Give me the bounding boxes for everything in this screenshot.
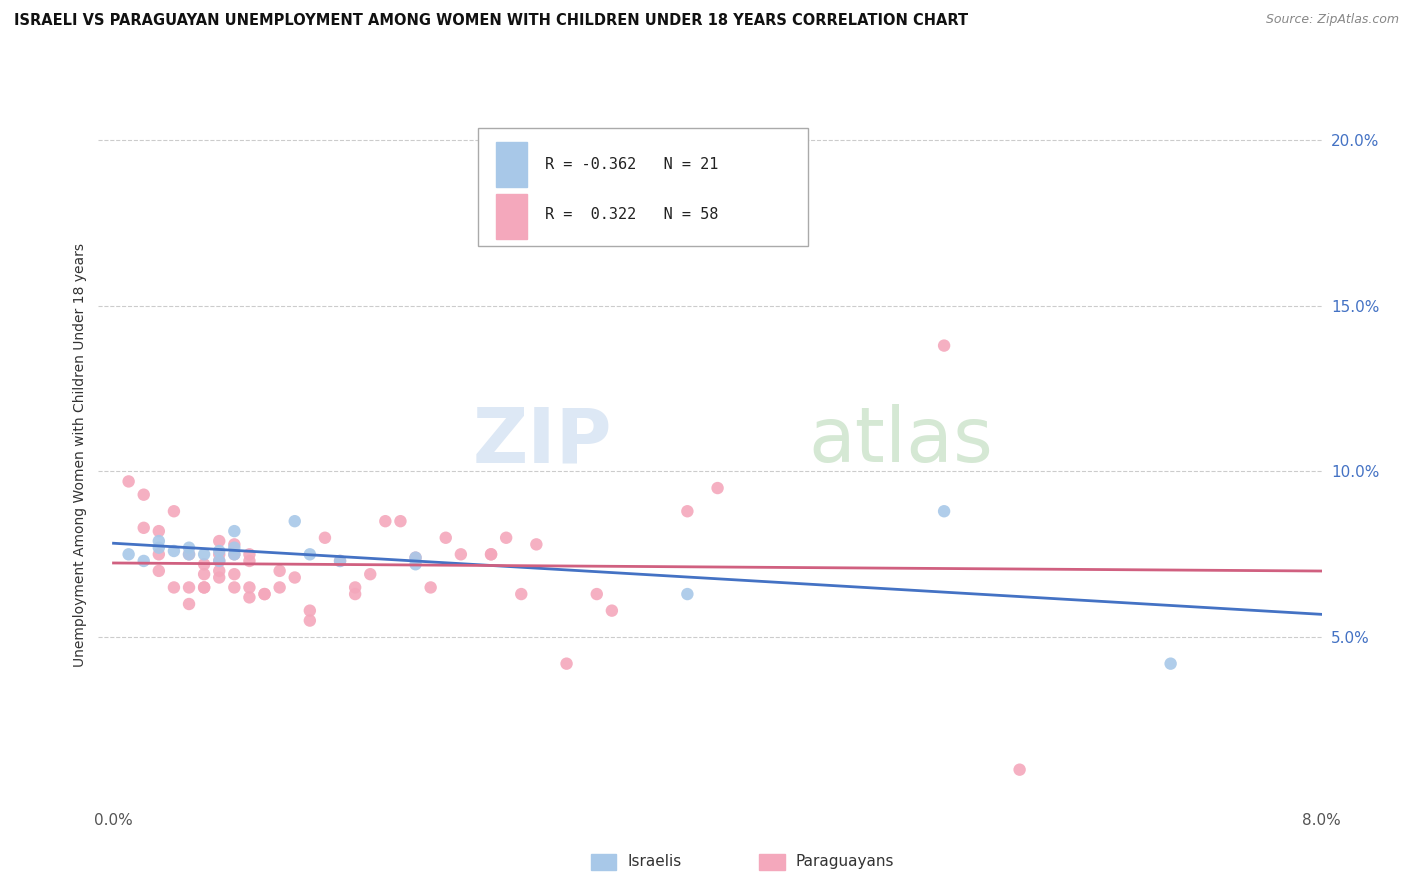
- Point: [329, 554, 352, 568]
- Text: Paraguayans: Paraguayans: [796, 855, 894, 869]
- Point: [298, 547, 321, 561]
- Point: [193, 567, 215, 582]
- Point: [510, 587, 533, 601]
- Point: [298, 604, 321, 618]
- Point: [208, 554, 231, 568]
- Text: Source: ZipAtlas.com: Source: ZipAtlas.com: [1265, 13, 1399, 27]
- FancyBboxPatch shape: [478, 128, 808, 246]
- Point: [132, 488, 155, 502]
- Text: Israelis: Israelis: [627, 855, 682, 869]
- Point: [932, 504, 955, 518]
- Point: [269, 581, 291, 595]
- Bar: [496, 142, 526, 187]
- Point: [1160, 657, 1182, 671]
- Point: [524, 537, 547, 551]
- Point: [177, 547, 200, 561]
- Text: R = -0.362   N = 21: R = -0.362 N = 21: [546, 157, 718, 171]
- Point: [238, 591, 260, 605]
- Point: [434, 531, 457, 545]
- Point: [359, 567, 381, 582]
- Point: [284, 570, 307, 584]
- Point: [706, 481, 728, 495]
- Point: [238, 581, 260, 595]
- Point: [405, 558, 427, 572]
- Bar: [496, 194, 526, 239]
- Point: [208, 554, 231, 568]
- Point: [479, 547, 502, 561]
- Point: [224, 581, 246, 595]
- Point: [163, 581, 186, 595]
- Point: [374, 514, 396, 528]
- Point: [193, 581, 215, 595]
- Point: [238, 554, 260, 568]
- Point: [177, 597, 200, 611]
- Point: [224, 541, 246, 555]
- Y-axis label: Unemployment Among Women with Children Under 18 years: Unemployment Among Women with Children U…: [73, 243, 87, 667]
- Point: [932, 338, 955, 352]
- Point: [224, 567, 246, 582]
- Point: [208, 547, 231, 561]
- Point: [676, 587, 699, 601]
- Point: [314, 531, 336, 545]
- Point: [132, 521, 155, 535]
- Point: [193, 558, 215, 572]
- Point: [405, 550, 427, 565]
- Point: [117, 547, 139, 561]
- Point: [193, 547, 215, 561]
- Point: [177, 547, 200, 561]
- Point: [253, 587, 276, 601]
- Point: [495, 531, 517, 545]
- Point: [224, 547, 246, 561]
- Point: [419, 581, 441, 595]
- Point: [238, 547, 260, 561]
- Point: [450, 547, 472, 561]
- Point: [329, 554, 352, 568]
- Point: [208, 570, 231, 584]
- Point: [148, 547, 170, 561]
- Point: [224, 537, 246, 551]
- Point: [1008, 763, 1031, 777]
- Text: ZIP: ZIP: [472, 404, 612, 478]
- Point: [253, 587, 276, 601]
- Point: [600, 604, 623, 618]
- Point: [148, 564, 170, 578]
- Point: [224, 524, 246, 538]
- Point: [344, 587, 367, 601]
- Text: R =  0.322   N = 58: R = 0.322 N = 58: [546, 207, 718, 222]
- Point: [193, 581, 215, 595]
- Text: ISRAELI VS PARAGUAYAN UNEMPLOYMENT AMONG WOMEN WITH CHILDREN UNDER 18 YEARS CORR: ISRAELI VS PARAGUAYAN UNEMPLOYMENT AMONG…: [14, 13, 969, 29]
- Point: [389, 514, 412, 528]
- Point: [177, 541, 200, 555]
- Point: [284, 514, 307, 528]
- Point: [208, 534, 231, 549]
- Point: [163, 544, 186, 558]
- Point: [344, 581, 367, 595]
- Point: [479, 547, 502, 561]
- Point: [148, 534, 170, 549]
- Point: [676, 504, 699, 518]
- Point: [555, 657, 578, 671]
- Point: [132, 554, 155, 568]
- Point: [177, 581, 200, 595]
- Point: [298, 614, 321, 628]
- Point: [148, 524, 170, 538]
- Point: [224, 547, 246, 561]
- Text: atlas: atlas: [808, 404, 993, 478]
- Point: [269, 564, 291, 578]
- Point: [585, 587, 607, 601]
- Point: [163, 504, 186, 518]
- Point: [208, 564, 231, 578]
- Point: [405, 550, 427, 565]
- Point: [208, 544, 231, 558]
- Point: [148, 541, 170, 555]
- Point: [117, 475, 139, 489]
